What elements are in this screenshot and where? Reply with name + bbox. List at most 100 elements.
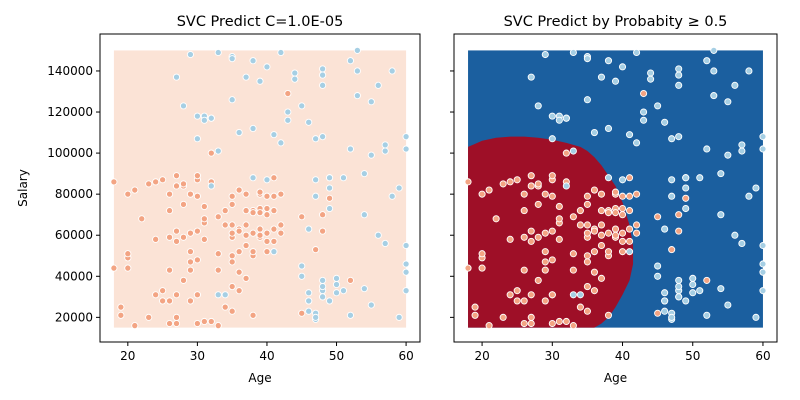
scatter-point-class-1	[305, 297, 313, 305]
scatter-point-class-0	[633, 229, 641, 237]
scatter-point-class-0	[682, 194, 690, 202]
scatter-point-class-0	[534, 233, 542, 241]
scatter-point-class-0	[319, 211, 327, 219]
scatter-point-class-0	[186, 248, 194, 256]
scatter-point-class-1	[388, 192, 396, 200]
scatter-point-class-0	[312, 246, 320, 254]
scatter-point-class-0	[520, 297, 528, 305]
scatter-point-class-0	[520, 207, 528, 215]
scatter-point-class-0	[583, 252, 591, 260]
scatter-point-class-1	[319, 81, 327, 89]
scatter-point-class-0	[200, 235, 208, 243]
scatter-point-class-1	[682, 204, 690, 213]
scatter-point-class-1	[339, 287, 348, 295]
scatter-point-class-1	[270, 131, 278, 139]
scatter-point-class-0	[117, 311, 125, 319]
scatter-point-class-0	[242, 241, 250, 250]
scatter-point-class-1	[562, 182, 570, 190]
scatter-point-class-0	[576, 303, 584, 311]
y-tick-label: 20000	[55, 310, 93, 324]
scatter-point-class-1	[381, 147, 389, 155]
scatter-point-class-0	[124, 250, 132, 258]
scatter-point-class-0	[166, 319, 174, 328]
scatter-point-class-1	[326, 184, 334, 192]
scatter-point-class-0	[604, 311, 613, 319]
chart-right: 20 30 40 50 60 SVC Predict by Probabity ≥ 0.5…	[450, 14, 778, 385]
chart-left: 20 30 40 50 60 20000 40000 60000 80000 100000 1200…	[16, 14, 421, 385]
scatter-point-class-1	[249, 174, 257, 182]
scatter-point-class-1	[576, 291, 584, 299]
scatter-point-class-0	[256, 225, 264, 233]
scatter-point-class-0	[172, 182, 181, 190]
scatter-point-class-1	[402, 287, 410, 295]
scatter-point-class-1	[661, 289, 669, 297]
scatter-point-class-1	[759, 260, 767, 268]
scatter-point-class-0	[583, 283, 591, 291]
scatter-point-class-0	[193, 227, 201, 235]
scatter-point-class-0	[548, 256, 556, 264]
scatter-point-class-0	[242, 231, 250, 239]
y-tick-label: 40000	[55, 269, 93, 283]
scatter-point-class-1	[668, 135, 676, 143]
scatter-point-class-0	[242, 190, 250, 198]
scatter-point-class-1	[717, 285, 725, 293]
scatter-point-class-0	[513, 176, 521, 184]
scatter-point-class-0	[172, 172, 181, 180]
scatter-point-class-1	[759, 268, 767, 276]
scatter-point-class-1	[724, 98, 732, 106]
scatter-point-class-0	[618, 237, 627, 245]
scatter-point-class-0	[625, 192, 634, 200]
scatter-point-class-0	[506, 291, 514, 299]
scatter-point-class-1	[214, 291, 222, 299]
scatter-point-class-0	[527, 182, 535, 190]
scatter-point-class-0	[576, 207, 584, 215]
scatter-point-class-0	[186, 258, 194, 266]
scatter-point-class-0	[604, 248, 613, 256]
scatter-point-class-1	[353, 67, 361, 75]
scatter-point-class-0	[668, 246, 676, 254]
scatter-point-class-1	[731, 81, 739, 89]
scatter-point-class-0	[200, 317, 208, 326]
scatter-point-class-1	[312, 313, 320, 321]
x-tick-label: 50	[329, 349, 344, 363]
scatter-point-class-0	[131, 322, 139, 330]
scatter-point-class-1	[689, 274, 697, 282]
y-tick-label: 140000	[47, 64, 93, 78]
scatter-point-class-0	[270, 207, 278, 215]
scatter-point-class-1	[731, 231, 739, 239]
scatter-point-class-1	[298, 272, 306, 280]
scatter-point-class-1	[661, 225, 669, 233]
scatter-point-class-0	[506, 235, 514, 243]
scatter-point-class-1	[548, 135, 556, 143]
x-tick-label: 50	[685, 349, 700, 363]
scatter-point-class-1	[759, 287, 767, 295]
scatter-point-class-0	[256, 209, 264, 217]
scatter-point-class-0	[235, 268, 243, 276]
scatter-point-class-1	[710, 46, 718, 54]
plot-frame	[99, 33, 421, 343]
scatter-point-class-1	[682, 174, 690, 182]
scatter-point-class-1	[668, 313, 676, 321]
scatter-point-class-0	[555, 215, 563, 223]
scatter-point-class-1	[221, 291, 229, 299]
scatter-point-class-0	[186, 190, 194, 198]
scatter-point-class-0	[555, 202, 563, 211]
scatter-point-class-0	[124, 264, 132, 272]
scatter-point-class-0	[214, 250, 222, 258]
scatter-point-class-0	[277, 190, 285, 198]
x-tick-label: 40	[259, 349, 274, 363]
scatter-point-class-0	[172, 319, 181, 328]
scatter-point-class-1	[319, 65, 327, 73]
scatter-point-class-0	[618, 229, 627, 237]
scatter-point-class-0	[152, 291, 160, 299]
scatter-point-class-0	[590, 287, 598, 295]
scatter-point-class-0	[590, 186, 598, 194]
scatter-point-class-0	[625, 225, 634, 233]
scatter-point-class-0	[478, 190, 486, 198]
scatter-point-class-1	[618, 176, 627, 184]
scatter-point-class-0	[597, 241, 606, 250]
scatter-point-class-0	[124, 190, 132, 198]
scatter-point-class-0	[520, 319, 528, 328]
scatter-point-class-0	[319, 227, 327, 235]
y-tick-label: 80000	[55, 187, 93, 201]
